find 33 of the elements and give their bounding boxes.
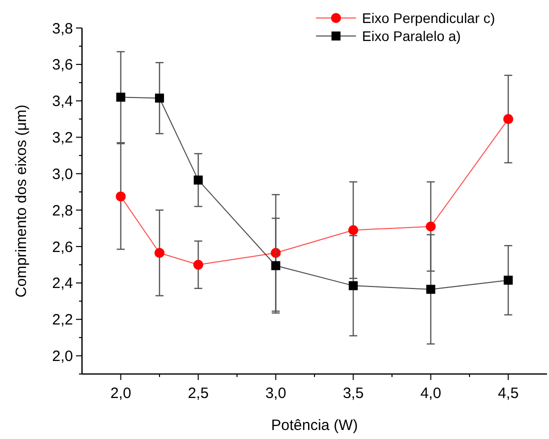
x-axis-title: Potência (W) xyxy=(271,417,358,434)
point xyxy=(503,114,514,124)
point xyxy=(348,281,358,290)
point xyxy=(504,276,513,285)
y-tick-label: 3,6 xyxy=(52,56,73,74)
point xyxy=(155,94,164,103)
y-tick-label: 2,2 xyxy=(52,312,73,329)
y-tick-label: 2,8 xyxy=(52,202,73,220)
point xyxy=(271,261,280,270)
x-tick-label: 3,0 xyxy=(265,385,286,402)
y-tick-label: 2,4 xyxy=(52,275,73,292)
x-tick-label: 4,5 xyxy=(498,385,519,402)
legend-label: Eixo Perpendicular c) xyxy=(362,10,496,26)
y-tick-label: 3,0 xyxy=(52,166,73,183)
point xyxy=(193,260,204,270)
point xyxy=(116,92,126,102)
point xyxy=(154,248,164,258)
point xyxy=(348,225,358,236)
y-axis-title: Comprimento dos eixos (μm) xyxy=(13,104,30,298)
x-tick-label: 3,5 xyxy=(342,385,364,402)
x-tick-label: 2,0 xyxy=(110,385,132,402)
legend-label: Eixo Paralelo a) xyxy=(362,28,461,44)
y-tick-label: 3,8 xyxy=(52,20,73,38)
y-tick-label: 2,0 xyxy=(52,348,73,366)
point xyxy=(194,176,203,185)
x-tick-label: 2,5 xyxy=(188,385,209,402)
point xyxy=(426,221,436,232)
point xyxy=(116,191,126,202)
x-tick-label: 4,0 xyxy=(420,385,442,402)
y-tick-label: 2,6 xyxy=(52,238,73,256)
point xyxy=(426,284,436,294)
y-tick-label: 3,2 xyxy=(52,130,73,147)
y-tick-label: 3,4 xyxy=(52,93,73,110)
